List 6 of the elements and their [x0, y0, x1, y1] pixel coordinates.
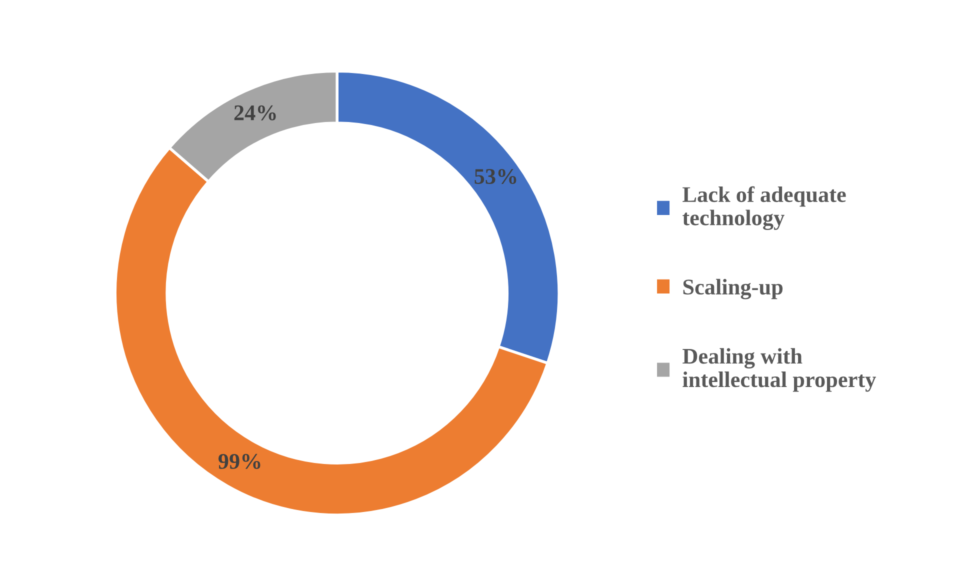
legend-label: Dealing with intellectual property: [682, 348, 876, 392]
data-label: 99%: [218, 454, 260, 469]
data-label: 24%: [234, 105, 276, 120]
data-label: 53%: [474, 168, 516, 184]
legend-label: Scaling-up: [683, 278, 783, 300]
legend-label: Lack of adequate technology: [682, 186, 846, 230]
